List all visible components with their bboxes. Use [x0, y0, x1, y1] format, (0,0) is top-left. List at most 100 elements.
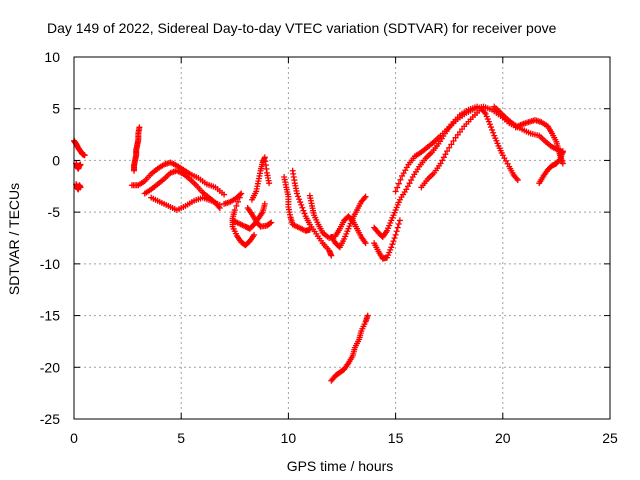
data-point	[439, 157, 446, 164]
y-tick-label: -25	[40, 411, 60, 427]
data-point	[440, 154, 447, 161]
data-point	[557, 151, 564, 158]
data-point	[266, 180, 273, 187]
data-point	[299, 204, 306, 211]
data-point	[486, 121, 493, 128]
data-point	[395, 221, 402, 228]
data-point	[298, 201, 305, 208]
data-point	[397, 176, 404, 183]
data-point	[448, 141, 455, 148]
data-point	[256, 222, 263, 229]
x-tick-labels: 0 5 10 15 20 25	[70, 430, 618, 446]
series-seg-d	[131, 124, 143, 174]
data-point	[513, 175, 520, 182]
y-tick-label: 5	[52, 101, 60, 117]
data-point	[301, 210, 308, 217]
series-seg-t	[418, 105, 521, 191]
series-seg-l	[281, 173, 313, 234]
y-tick-labels: 10 5 0 -5 -10 -15 -20 -25	[40, 49, 60, 427]
x-tick-label: 0	[70, 430, 78, 446]
data-point	[392, 231, 399, 238]
series-seg-e	[128, 159, 228, 198]
data-point	[393, 228, 400, 235]
series-seg-g	[148, 194, 223, 214]
data-point	[216, 201, 223, 208]
data-point	[389, 241, 396, 248]
data-point	[293, 190, 300, 197]
data-point	[559, 160, 566, 167]
x-axis-label: GPS time / hours	[287, 458, 394, 474]
data-point	[328, 252, 335, 259]
series-seg-m	[289, 167, 335, 259]
y-axis-label: SDTVAR / TECUs	[6, 183, 22, 295]
series-seg-j	[244, 205, 275, 230]
series-seg-k	[248, 154, 273, 203]
data-point	[396, 217, 403, 224]
data-point	[268, 219, 275, 226]
x-tick-label: 20	[495, 430, 511, 446]
y-tick-label: -5	[48, 204, 61, 220]
data-point	[361, 194, 368, 201]
series-seg-a	[71, 137, 88, 159]
series-seg-b	[73, 160, 84, 172]
data-point	[395, 180, 402, 187]
data-point	[481, 109, 488, 116]
data-point	[514, 177, 521, 184]
data-point	[394, 224, 401, 231]
data-point	[300, 207, 307, 214]
data-point	[388, 244, 395, 251]
data-point	[362, 193, 369, 200]
data-point	[403, 186, 410, 193]
data-point	[404, 183, 411, 190]
data-point	[488, 124, 495, 131]
y-tick-label: 10	[44, 49, 60, 65]
chart-title: Day 149 of 2022, Sidereal Day-to-day VTE…	[47, 20, 557, 36]
data-point	[261, 200, 268, 207]
data-point	[221, 191, 228, 198]
data-point	[295, 193, 302, 200]
y-tick-label: 0	[52, 152, 60, 168]
x-tick-label: 10	[281, 430, 297, 446]
series-seg-w	[536, 148, 566, 187]
x-tick-label: 5	[177, 430, 185, 446]
data-point	[394, 184, 401, 191]
y-tick-label: -20	[40, 359, 60, 375]
x-tick-label: 25	[602, 430, 618, 446]
data-point	[233, 202, 240, 209]
data-point	[235, 198, 242, 205]
data-point	[77, 184, 84, 191]
data-point	[406, 180, 413, 187]
series-seg-q	[371, 217, 403, 262]
series-seg-u	[491, 103, 566, 156]
data-point	[490, 129, 497, 136]
data-point	[238, 190, 245, 197]
data-point	[391, 235, 398, 241]
y-tick-label: -10	[40, 256, 60, 272]
data-point	[81, 152, 88, 159]
data-point	[267, 220, 274, 227]
x-tick-label: 15	[388, 430, 404, 446]
series-seg-o	[328, 193, 369, 251]
data-point	[489, 126, 496, 133]
data-series	[71, 103, 566, 384]
data-point	[251, 231, 258, 238]
data-point	[437, 160, 444, 167]
series-seg-n	[306, 192, 369, 247]
data-point	[556, 156, 563, 163]
plot-frame	[73, 56, 611, 420]
data-point	[136, 124, 143, 131]
data-point	[392, 188, 399, 195]
series-seg-p	[328, 312, 371, 384]
data-point	[444, 148, 451, 155]
axis-ticks	[73, 56, 611, 420]
y-tick-label: -15	[40, 308, 60, 324]
data-point	[442, 151, 449, 158]
data-point	[450, 138, 457, 145]
data-point	[297, 199, 304, 206]
series-seg-c	[73, 181, 84, 193]
data-point	[77, 161, 84, 168]
data-point	[390, 238, 397, 245]
data-point	[296, 196, 303, 203]
data-point	[236, 194, 243, 201]
